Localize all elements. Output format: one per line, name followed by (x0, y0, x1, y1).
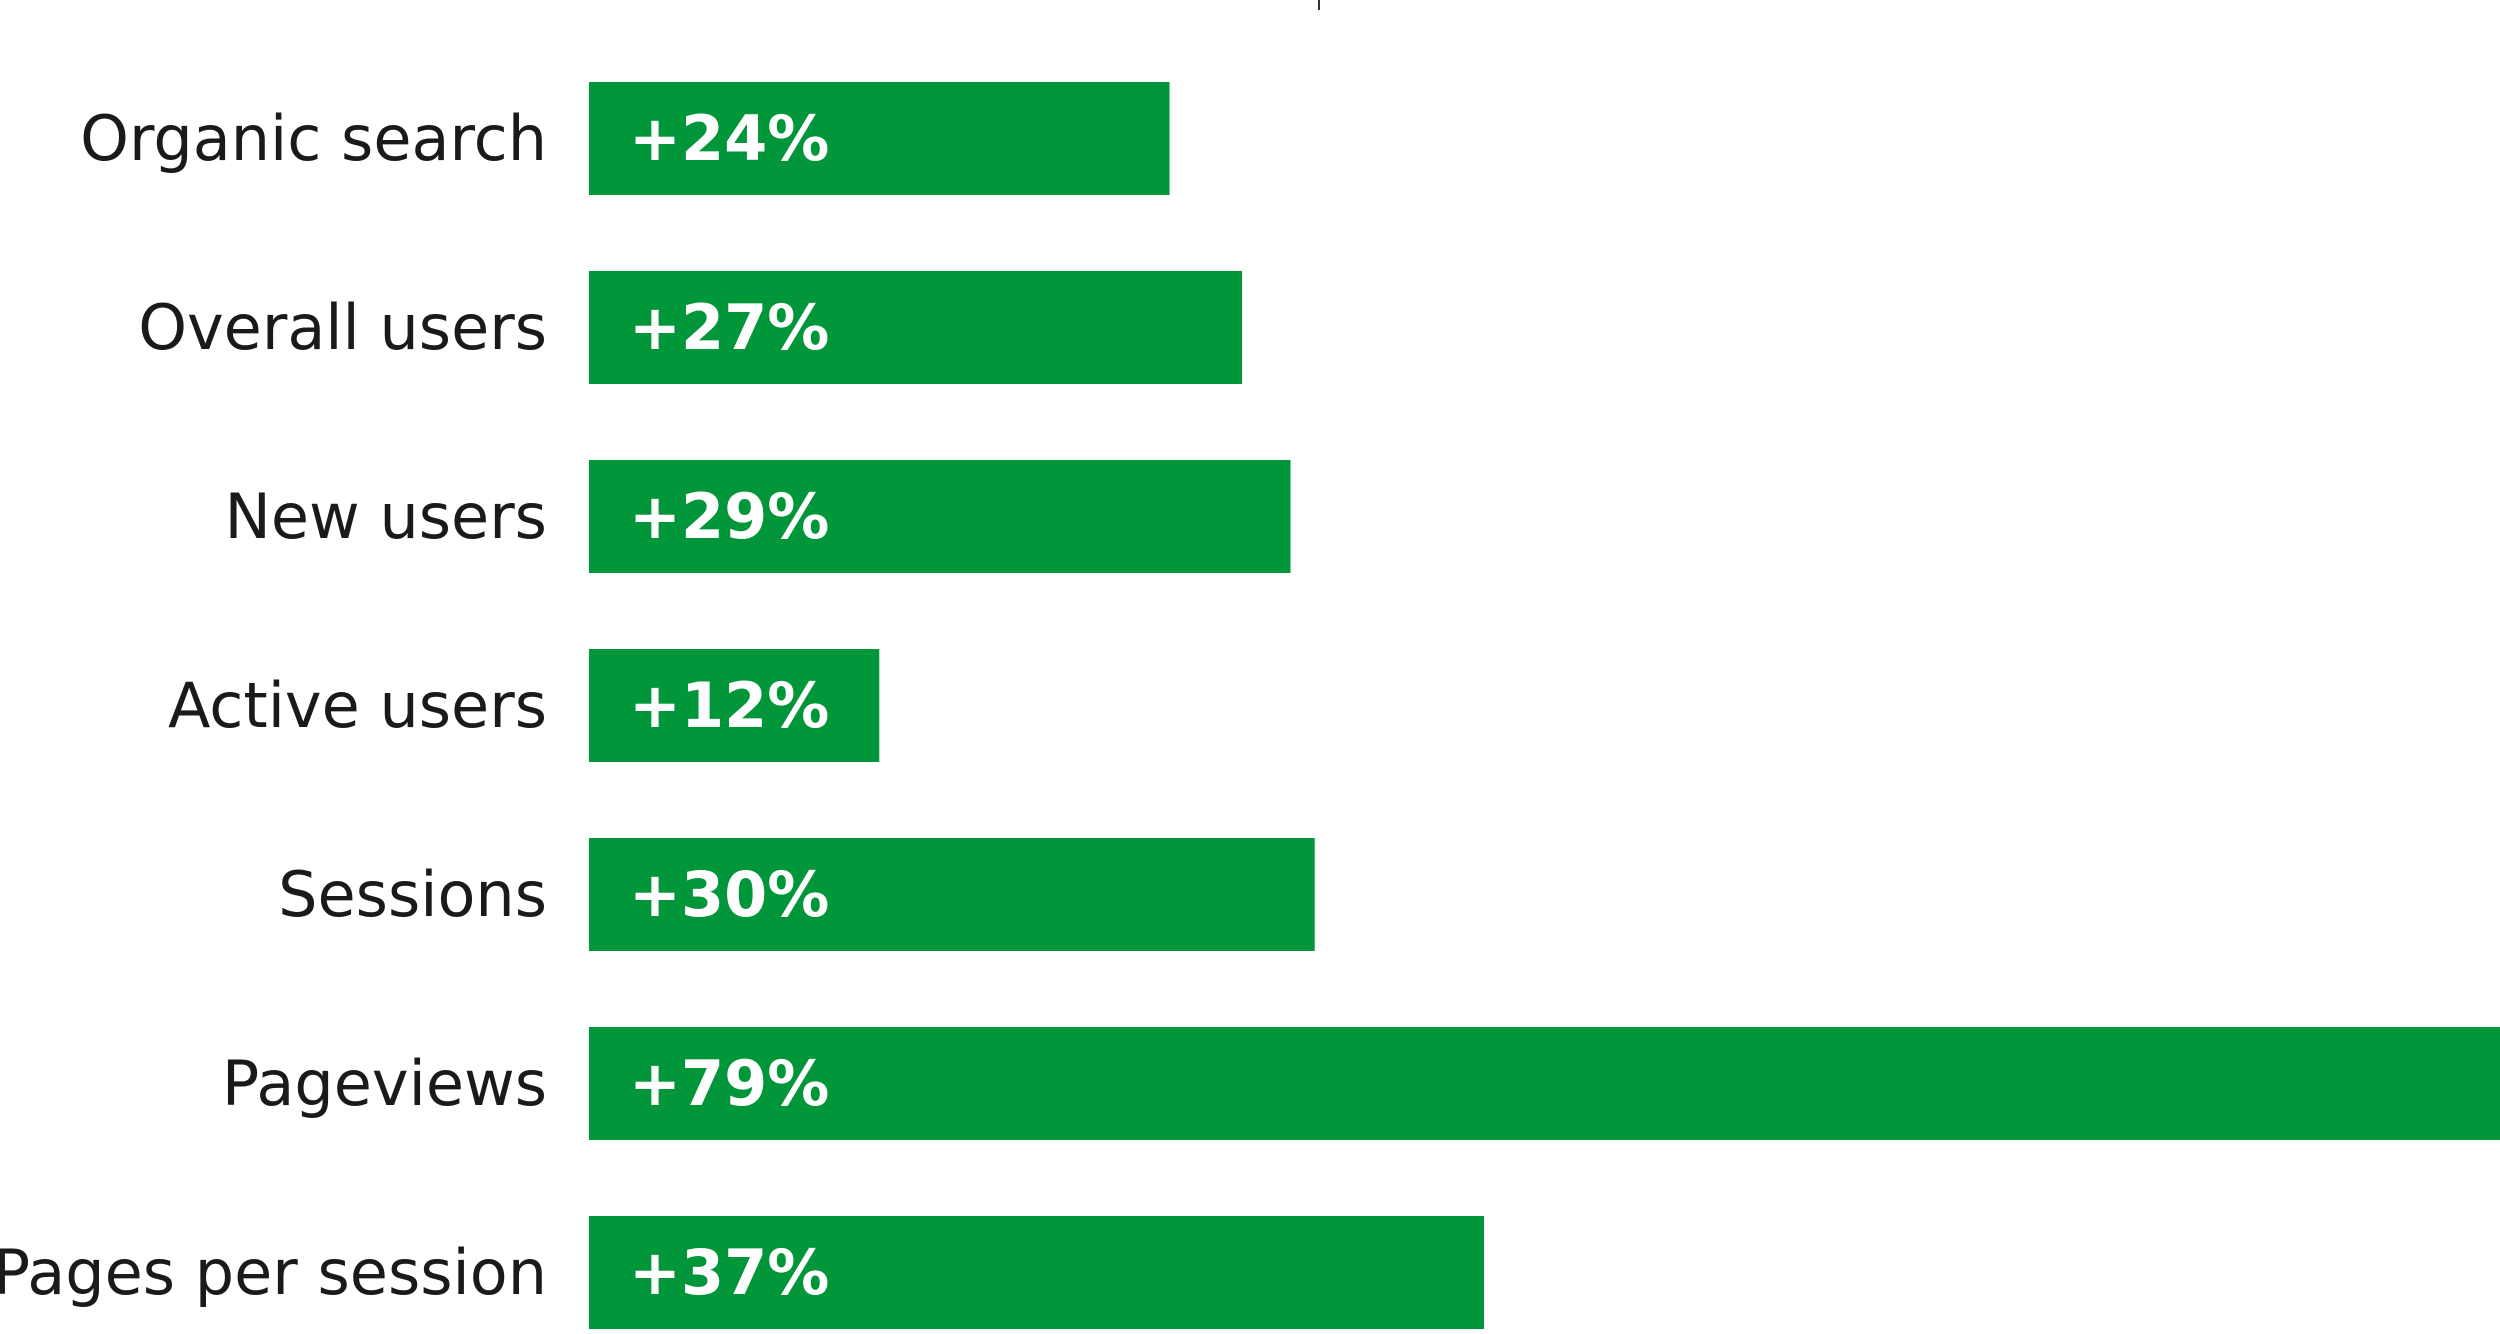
category-label-overall-users: Overall users (138, 291, 547, 364)
bar-pages-per-session (589, 1216, 1485, 1329)
category-label-active-users: Active users (168, 669, 547, 742)
value-label-pages-per-session: +37% (629, 1236, 829, 1309)
category-label-new-users: New users (225, 480, 547, 553)
category-label-organic-search: Organic search (80, 102, 547, 175)
value-label-pageviews: +79% (629, 1047, 829, 1120)
bar-organic-search (589, 82, 1170, 195)
value-label-organic-search: +24% (629, 102, 829, 175)
category-label-sessions: Sessions (278, 858, 547, 931)
top-tick-mark (1318, 0, 1320, 10)
bar-pageviews (589, 1027, 2500, 1140)
category-label-pageviews: Pageviews (222, 1047, 547, 1120)
bar-overall-users (589, 271, 1243, 384)
value-label-active-users: +12% (629, 669, 829, 742)
category-label-pages-per-session: Pages per session (0, 1236, 547, 1309)
value-label-new-users: +29% (629, 480, 829, 553)
value-label-sessions: +30% (629, 858, 829, 931)
bar-sessions (589, 838, 1315, 951)
bar-active-users (589, 649, 880, 762)
value-label-overall-users: +27% (629, 291, 829, 364)
bar-new-users (589, 460, 1291, 573)
